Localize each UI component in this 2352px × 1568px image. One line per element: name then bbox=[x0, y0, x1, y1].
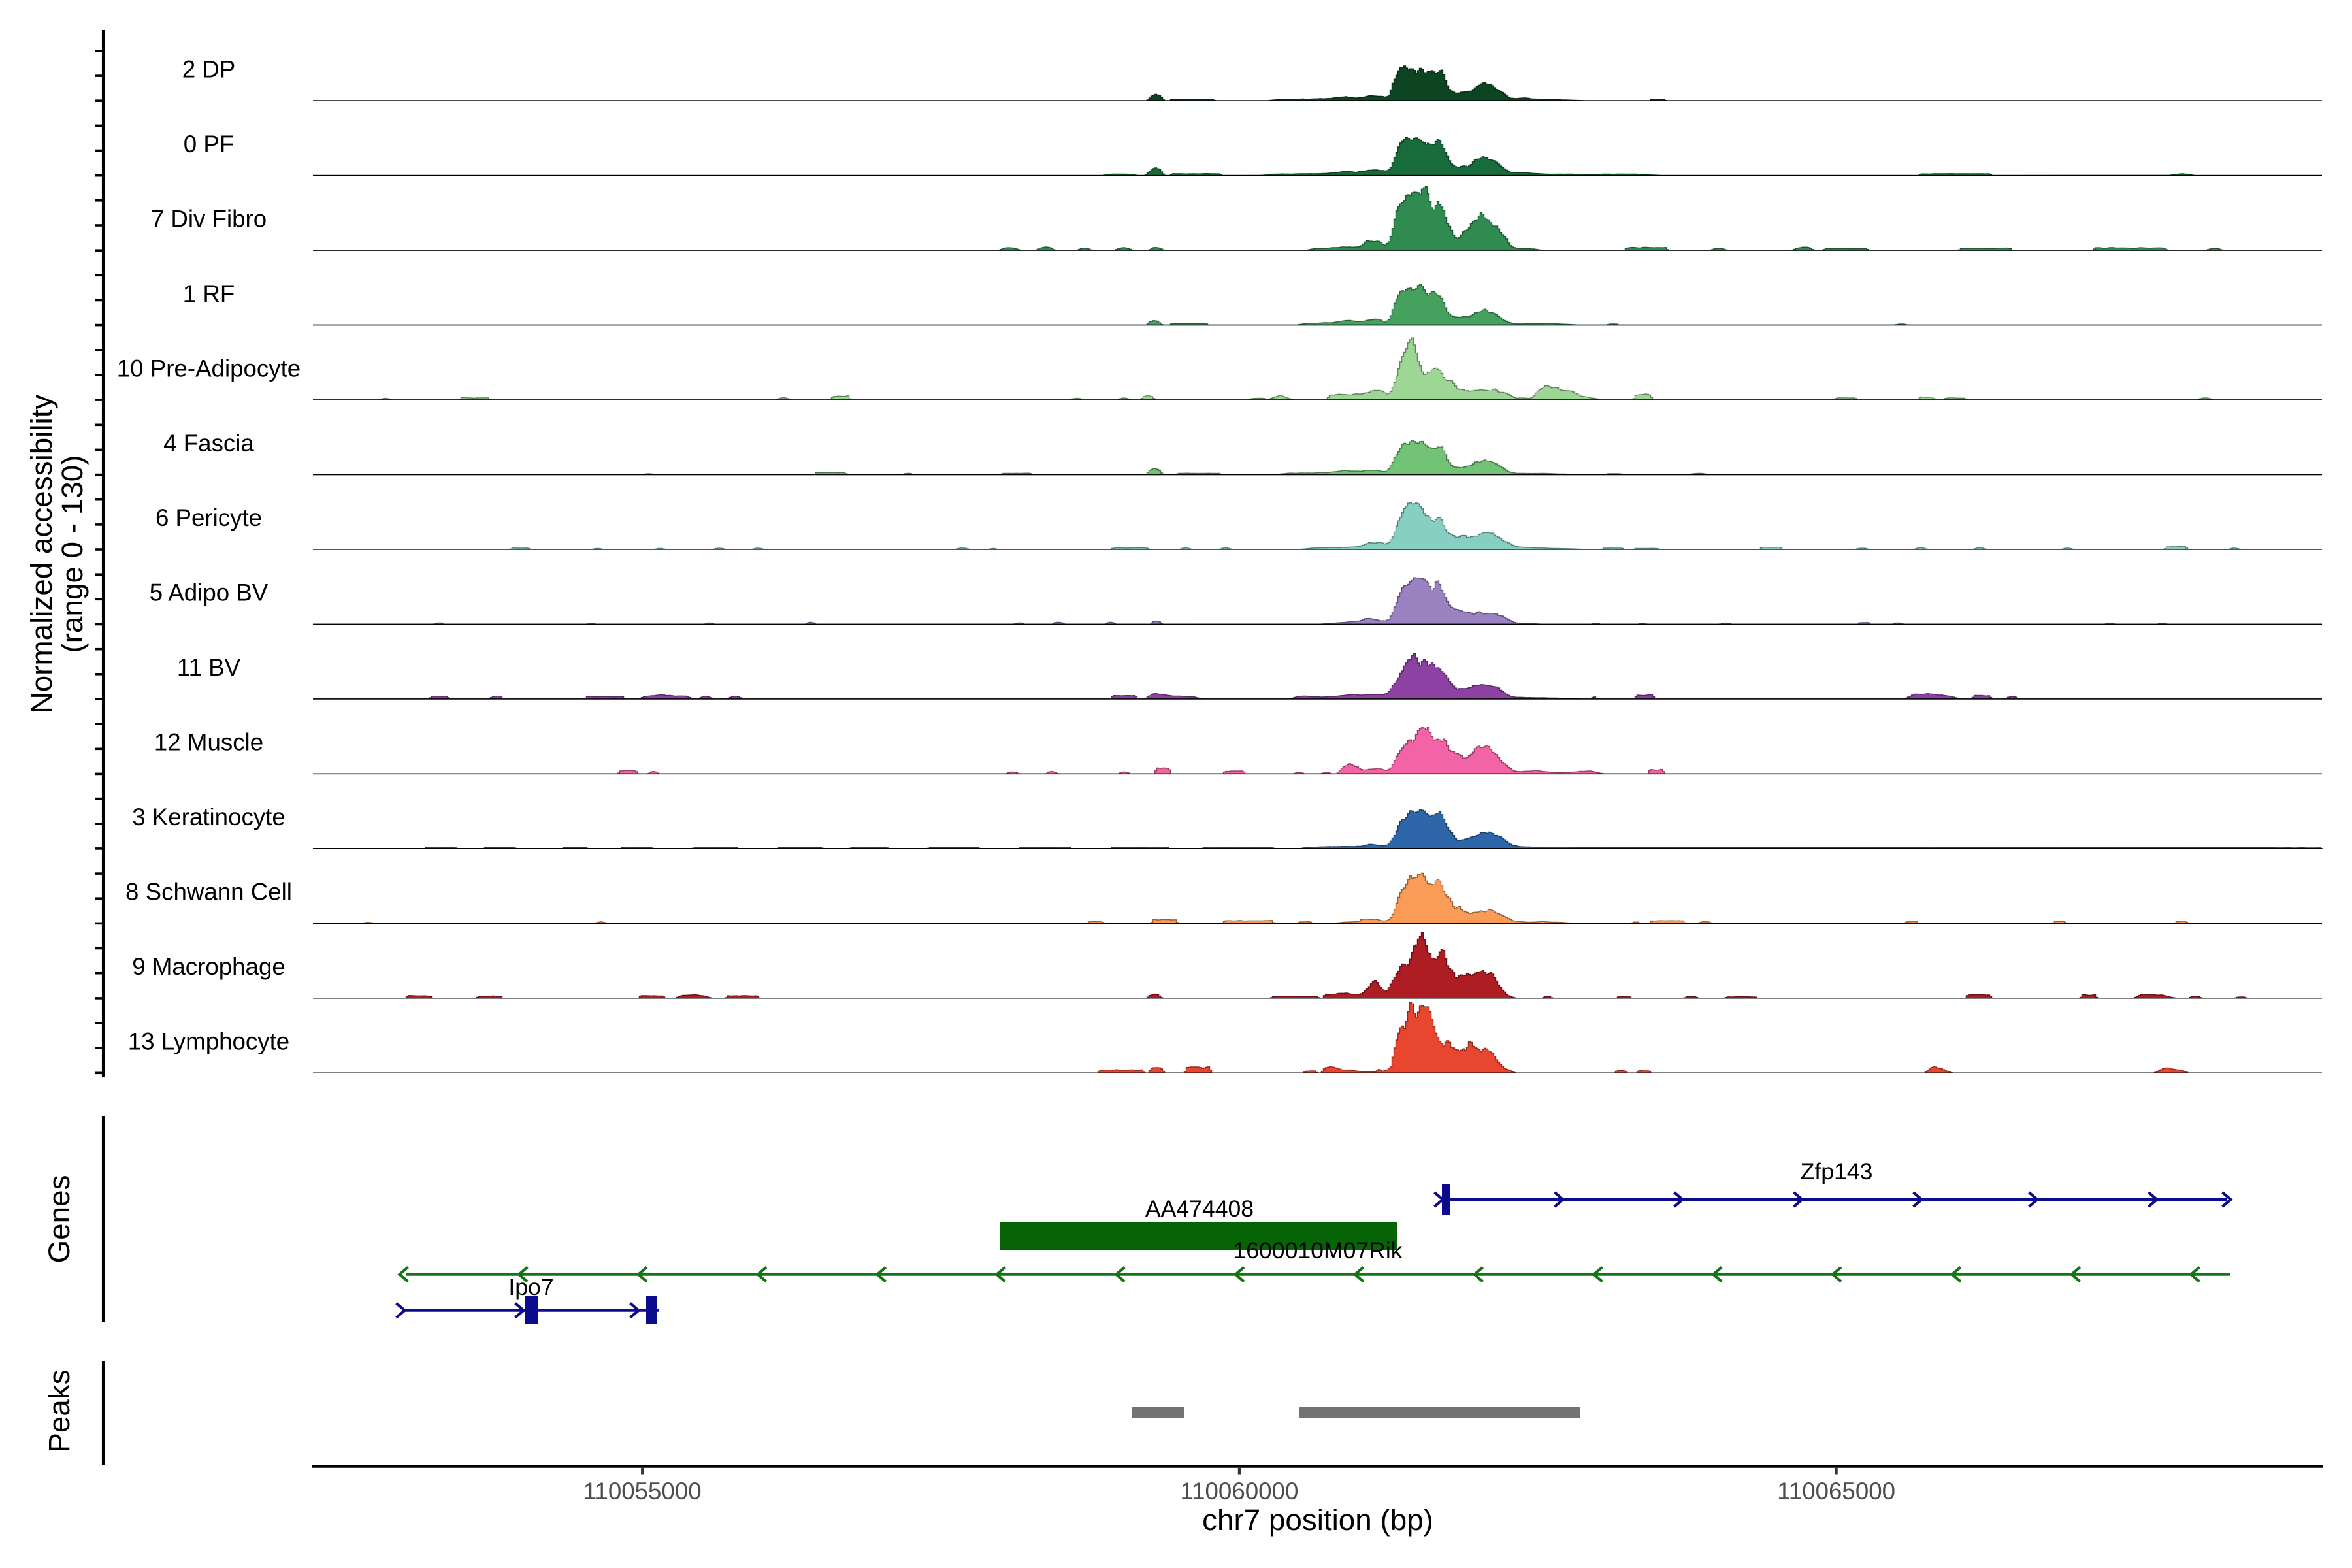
svg-text:Zfp143: Zfp143 bbox=[1801, 1158, 1873, 1184]
svg-text:10 Pre-Adipocyte: 10 Pre-Adipocyte bbox=[117, 355, 301, 382]
svg-text:(range 0 - 130): (range 0 - 130) bbox=[56, 455, 89, 653]
svg-text:5 Adipo BV: 5 Adipo BV bbox=[150, 580, 269, 606]
svg-text:Genes: Genes bbox=[42, 1175, 76, 1264]
svg-text:1 RF: 1 RF bbox=[183, 280, 235, 307]
svg-text:110060000: 110060000 bbox=[1180, 1478, 1298, 1505]
svg-text:3 Keratinocyte: 3 Keratinocyte bbox=[132, 804, 286, 830]
svg-text:6 Pericyte: 6 Pericyte bbox=[155, 504, 262, 531]
svg-text:110055000: 110055000 bbox=[583, 1478, 702, 1505]
svg-text:chr7 position (bp): chr7 position (bp) bbox=[1202, 1503, 1433, 1537]
svg-text:12 Muscle: 12 Muscle bbox=[154, 729, 263, 756]
svg-text:2 DP: 2 DP bbox=[182, 56, 236, 82]
svg-text:13 Lymphocyte: 13 Lymphocyte bbox=[128, 1028, 289, 1055]
svg-text:9 Macrophage: 9 Macrophage bbox=[132, 953, 286, 980]
svg-text:Normalized accessibility: Normalized accessibility bbox=[25, 395, 58, 714]
svg-text:0 PF: 0 PF bbox=[184, 131, 234, 157]
svg-text:110065000: 110065000 bbox=[1777, 1478, 1895, 1505]
svg-text:11 BV: 11 BV bbox=[177, 654, 241, 681]
svg-text:AA474408: AA474408 bbox=[1145, 1196, 1254, 1222]
svg-text:4 Fascia: 4 Fascia bbox=[163, 430, 254, 457]
svg-text:1600010M07Rik: 1600010M07Rik bbox=[1233, 1237, 1402, 1264]
svg-text:7 Div Fibro: 7 Div Fibro bbox=[151, 205, 267, 232]
svg-text:8 Schwann Cell: 8 Schwann Cell bbox=[125, 879, 292, 906]
svg-text:Ipo7: Ipo7 bbox=[508, 1274, 553, 1300]
svg-text:Peaks: Peaks bbox=[42, 1369, 76, 1452]
